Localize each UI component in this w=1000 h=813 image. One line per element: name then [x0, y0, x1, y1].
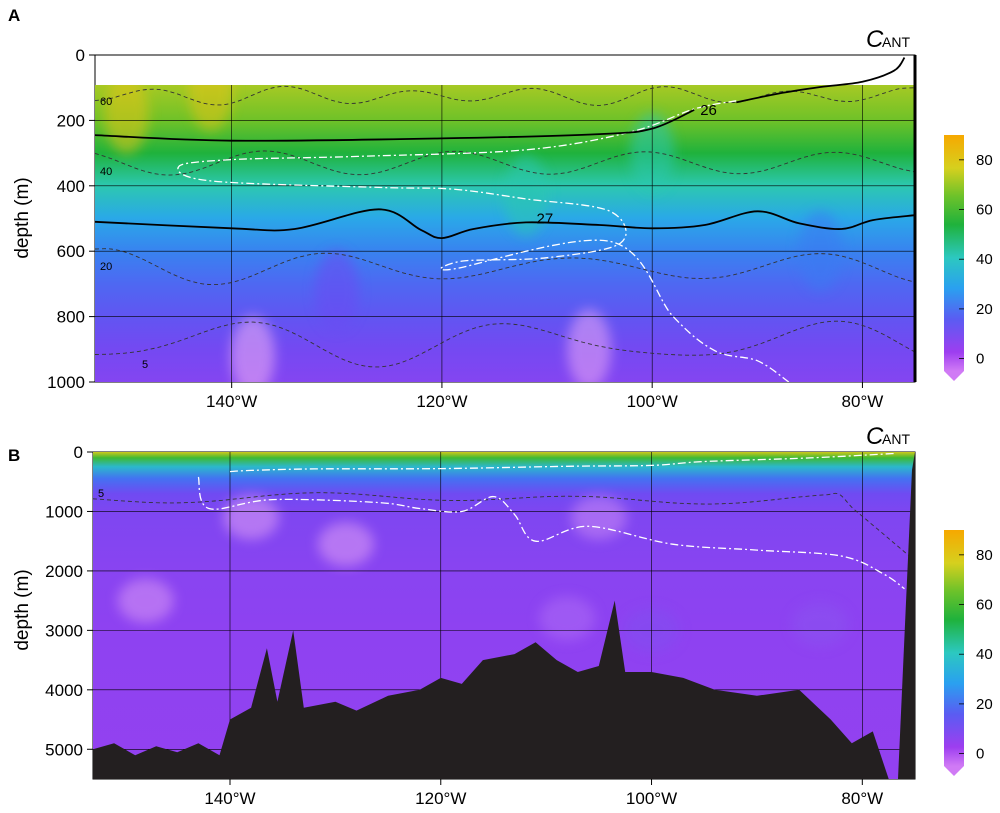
panel-b-title-main: C [866, 423, 884, 450]
field-blob [567, 309, 612, 382]
contour-label: 20 [100, 261, 112, 273]
x-tick-label: 100°W [627, 392, 678, 411]
panel-b: B 5 140°W 120°W 100°W 80°W01000200030004000… [8, 423, 993, 808]
colorbar-tick-label: 0 [976, 746, 984, 763]
colorbar-extend-arrow [944, 371, 964, 381]
y-tick-label: 800 [57, 308, 85, 327]
panel-a-field [95, 85, 915, 382]
colorbar-tick-label: 20 [976, 301, 993, 318]
field-blob [792, 602, 849, 647]
panel-a-colorbar: 0 20 40 60 80 [944, 135, 993, 381]
panel-b-title-sub: ANT [882, 431, 910, 447]
panel-b-white-contour-shallow [229, 452, 894, 473]
panel-a-white-contour [177, 100, 790, 382]
field-blob [539, 596, 596, 641]
field-blob [314, 250, 359, 331]
panel-b-colorbar: 0 20 40 60 80 [944, 530, 993, 776]
field-blob [188, 85, 233, 131]
y-tick-label: 400 [57, 177, 85, 196]
field-blob [117, 578, 174, 623]
panel-a-axes: 140°W 120°W 100°W 80°W 0 200 400 600 800 1000 [47, 46, 883, 411]
colorbar-extend-arrow [944, 766, 964, 776]
field-blob [504, 155, 549, 236]
colorbar-tick-label: 40 [976, 646, 993, 663]
panel-b-letter: B [8, 446, 20, 465]
field-blob [223, 495, 280, 540]
x-tick-label: 140°W [204, 789, 255, 808]
y-tick-label: 0 [74, 443, 83, 462]
panel-a-contour-labels: 60 40 20 5 [100, 96, 148, 371]
colorbar-tick-label: 80 [976, 152, 993, 169]
y-tick-label: 1000 [47, 373, 85, 392]
panel-a-ylabel: depth (m) [12, 177, 33, 258]
colorbar-tick-label: 60 [976, 597, 993, 614]
contour-label: 40 [100, 166, 112, 178]
panel-a-isopycnals: 26 27 [94, 57, 916, 240]
x-tick-label: 120°W [416, 392, 467, 411]
y-tick-label: 4000 [45, 681, 83, 700]
x-tick-label: 80°W [842, 392, 884, 411]
panel-a-dashed-contours [95, 85, 915, 368]
contour-label: 5 [98, 488, 104, 500]
panel-b-title: C ANT [866, 423, 910, 450]
panel-b-axes: 140°W 120°W 100°W 80°W 0 1000 2000 3000 4000 5000 [45, 443, 883, 808]
panel-a-title: C ANT [866, 26, 910, 53]
panel-b-seafloor [93, 600, 889, 779]
colorbar-tick-label: 80 [976, 547, 993, 564]
dashed-contour [95, 150, 915, 176]
field-blob [570, 495, 627, 540]
field-blob [104, 85, 149, 154]
contour-label: 5 [142, 359, 148, 371]
isopycnal-line [94, 208, 916, 240]
colorbar-bar [944, 135, 964, 371]
isopycnal-label: 26 [700, 102, 717, 119]
panel-b-grid [93, 452, 915, 779]
y-tick-label: 200 [57, 111, 85, 130]
panel-a-title-sub: ANT [882, 34, 910, 50]
y-tick-label: 1000 [45, 502, 83, 521]
panel-b-contour-labels: 5 [98, 488, 104, 500]
panel-b-coastal-wall [898, 452, 915, 779]
y-tick-label: 600 [57, 242, 85, 261]
dashed-contour [95, 320, 915, 368]
y-tick-label: 3000 [45, 621, 83, 640]
isopycnal-line [736, 57, 906, 104]
field-blob [230, 315, 275, 382]
x-tick-label: 100°W [626, 789, 677, 808]
panel-a-title-main: C [866, 26, 884, 53]
x-tick-label: 120°W [415, 789, 466, 808]
x-tick-label: 80°W [841, 789, 883, 808]
contour-label: 60 [100, 96, 112, 108]
field-blob [317, 522, 374, 567]
isopycnal-line [94, 109, 695, 142]
colorbar-bar [944, 530, 964, 766]
panel-b-ylabel: depth (m) [12, 569, 33, 650]
colorbar-tick-label: 40 [976, 251, 993, 268]
isopycnal-label: 27 [537, 211, 554, 228]
colorbar-tick-label: 60 [976, 202, 993, 219]
colorbar-tick-label: 20 [976, 696, 993, 713]
panel-a-letter: A [8, 6, 20, 25]
dashed-contour [95, 85, 915, 106]
x-tick-label: 140°W [206, 392, 257, 411]
colorbar-tick-label: 0 [976, 351, 984, 368]
y-tick-label: 2000 [45, 562, 83, 581]
y-tick-label: 0 [76, 46, 85, 65]
panel-a-grid [95, 85, 915, 382]
panel-b-white-contour-deep [197, 476, 905, 590]
y-tick-label: 5000 [45, 740, 83, 759]
